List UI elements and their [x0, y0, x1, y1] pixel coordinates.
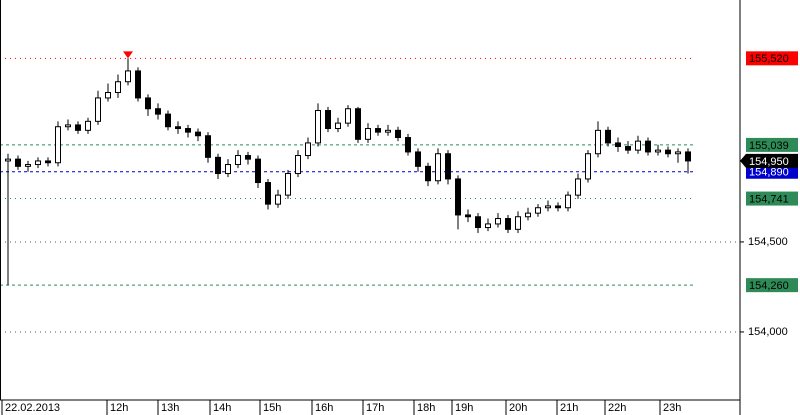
candle-body [195, 131, 201, 137]
candle-body [145, 97, 151, 110]
candle-body [225, 164, 231, 175]
candle-body [645, 140, 651, 153]
candle-body [455, 178, 461, 216]
candle-body [505, 218, 511, 230]
candle-body [585, 153, 591, 180]
candle-body [635, 140, 641, 151]
candle-body [675, 151, 681, 155]
last-price-label: 154,950 [749, 156, 789, 168]
candle-body [545, 205, 551, 209]
candle-body [255, 158, 261, 184]
candle-body [345, 108, 351, 124]
candle-body [485, 223, 491, 229]
candle-body [445, 153, 451, 180]
candle-body [625, 146, 631, 151]
candle-body [365, 128, 371, 140]
x-tick-label: 12h [110, 402, 128, 414]
y-tick-label: 154,500 [748, 236, 788, 248]
candle-body [5, 158, 11, 162]
high-marker [123, 51, 133, 59]
candle-body [595, 129, 601, 155]
level-label: 154,260 [749, 280, 789, 292]
x-tick-label: 19h [455, 402, 473, 414]
level-label: 154,741 [749, 193, 789, 205]
candle-body [355, 108, 361, 140]
candle-body [235, 155, 241, 166]
candle-body [155, 108, 161, 115]
candle-body [605, 129, 611, 144]
candle-body [415, 151, 421, 167]
level-label-box [746, 51, 798, 66]
candle-body [405, 137, 411, 153]
candle-body [105, 92, 111, 99]
candle-body [465, 214, 471, 218]
candle-body [175, 126, 181, 130]
x-tick-label: 13h [161, 402, 179, 414]
candle-body [265, 182, 271, 205]
candle-body [525, 212, 531, 218]
candle-body [375, 128, 381, 133]
x-tick-label: 23h [663, 402, 681, 414]
candle-body [85, 120, 91, 131]
level-label-box [746, 191, 798, 206]
candle-body [165, 113, 171, 128]
candle-body [95, 97, 101, 122]
candle-body [305, 142, 311, 157]
x-tick-label: 15h [263, 402, 281, 414]
candle-body [185, 128, 191, 133]
candle-body [205, 135, 211, 158]
candle-body [55, 126, 61, 164]
candle-body [65, 124, 71, 128]
candle-body [135, 70, 141, 99]
candle-body [325, 110, 331, 130]
candle-body [435, 153, 441, 182]
level-label: 155,520 [749, 53, 789, 65]
candle-body [35, 160, 41, 166]
candle-body [335, 122, 341, 130]
candle-body [615, 142, 621, 148]
level-label-box [746, 278, 798, 293]
x-tick-label: 18h [417, 402, 435, 414]
candle-body [495, 218, 501, 225]
level-label: 154,890 [749, 167, 789, 179]
level-label: 155,039 [749, 140, 789, 152]
candle-body [115, 81, 121, 94]
candle-body [425, 165, 431, 182]
candle-body [515, 216, 521, 230]
candle-body [245, 155, 251, 160]
candle-body [685, 151, 691, 162]
candle-body [45, 160, 51, 164]
x-tick-label: 14h [213, 402, 231, 414]
candle-body [535, 207, 541, 214]
last-price-box [740, 153, 798, 168]
candle-body [125, 70, 131, 83]
candle-body [395, 129, 401, 139]
candle-body [315, 110, 321, 144]
candle-body [475, 216, 481, 229]
x-tick-label: 17h [366, 402, 384, 414]
candle-body [385, 129, 391, 133]
candle-body [565, 194, 571, 209]
level-label-box [746, 137, 798, 152]
candle-body [555, 205, 561, 209]
candle-body [285, 173, 291, 196]
y-tick-label: 154,000 [748, 326, 788, 338]
candle-body [75, 124, 81, 131]
candle-body [25, 164, 31, 167]
x-tick-label: 22h [608, 402, 626, 414]
candle-body [215, 156, 221, 175]
candle-body [575, 178, 581, 196]
candle-body [665, 149, 671, 155]
level-label-box [746, 164, 798, 179]
x-tick-label: 21h [560, 402, 578, 414]
candle-body [295, 155, 301, 175]
candle-body [655, 149, 661, 153]
x-tick-label: 20h [509, 402, 527, 414]
candle-body [275, 194, 281, 205]
x-tick-label: 16h [315, 402, 333, 414]
candle-body [15, 158, 21, 167]
x-tick-label: 22.02.2013 [5, 402, 60, 414]
